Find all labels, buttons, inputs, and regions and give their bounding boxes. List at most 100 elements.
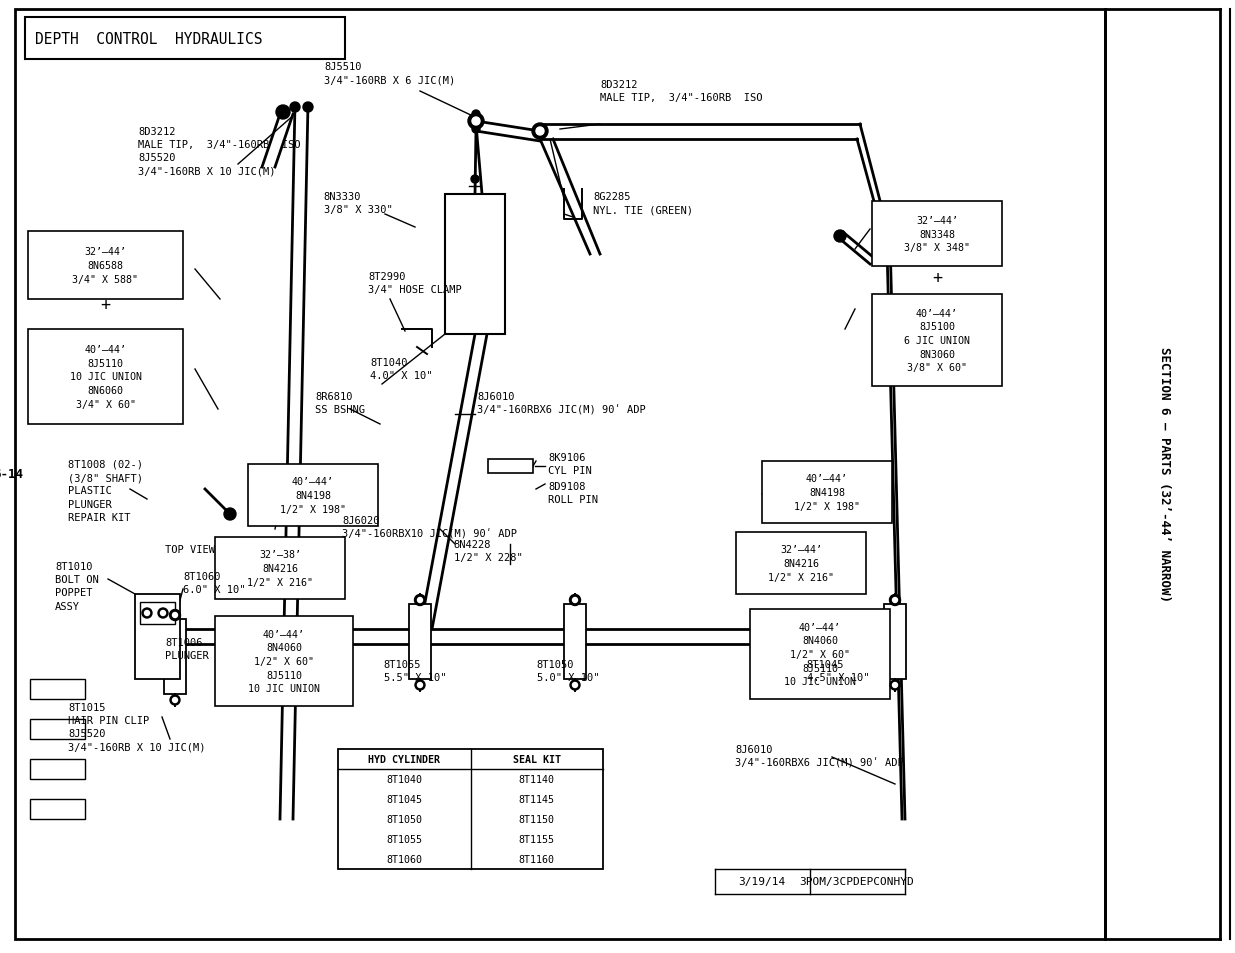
Bar — [409, 604, 431, 679]
Circle shape — [275, 106, 290, 120]
Bar — [488, 459, 534, 474]
Circle shape — [173, 613, 178, 618]
Text: 8T1015
HAIR PIN CLIP
8J5520
3/4"-160RB X 10 JIC(M): 8T1015 HAIR PIN CLIP 8J5520 3/4"-160RB X… — [68, 702, 205, 752]
Circle shape — [468, 113, 484, 130]
Circle shape — [417, 598, 422, 603]
Circle shape — [893, 598, 898, 603]
Circle shape — [173, 613, 178, 618]
Text: HYD CYLINDER: HYD CYLINDER — [368, 754, 440, 764]
Circle shape — [893, 682, 898, 688]
Text: +: + — [100, 295, 110, 314]
Text: 8J6020
3/4"-160RBX10 JIC(M) 90ʹ ADP: 8J6020 3/4"-160RBX10 JIC(M) 90ʹ ADP — [342, 516, 517, 539]
Circle shape — [144, 611, 149, 616]
Text: TOP VIEW: TOP VIEW — [165, 544, 215, 555]
Circle shape — [573, 682, 578, 688]
Bar — [872, 294, 1002, 387]
Circle shape — [471, 175, 479, 184]
Circle shape — [532, 124, 548, 140]
Text: 8T1045: 8T1045 — [387, 794, 422, 804]
Text: 8T1145: 8T1145 — [519, 794, 555, 804]
Circle shape — [573, 598, 578, 603]
Circle shape — [889, 595, 900, 606]
Text: DEPTH  CONTROL  HYDRAULICS: DEPTH CONTROL HYDRAULICS — [35, 31, 263, 47]
Circle shape — [415, 595, 426, 606]
Text: 8T1008 (02-)
(3/8" SHAFT)
PLASTIC
PLUNGER
REPAIR KIT: 8T1008 (02-) (3/8" SHAFT) PLASTIC PLUNGE… — [68, 459, 143, 522]
Bar — [248, 464, 378, 526]
Text: 3/19/14: 3/19/14 — [739, 876, 785, 886]
Circle shape — [142, 608, 152, 618]
Text: 8T1060: 8T1060 — [387, 854, 422, 864]
Circle shape — [415, 596, 425, 605]
Text: SEAL KIT: SEAL KIT — [513, 754, 561, 764]
Circle shape — [170, 610, 180, 620]
Circle shape — [834, 231, 846, 243]
Circle shape — [290, 103, 300, 112]
Circle shape — [472, 118, 480, 126]
Text: 8T1160: 8T1160 — [519, 854, 555, 864]
Circle shape — [158, 608, 168, 618]
Circle shape — [893, 598, 898, 603]
Circle shape — [890, 680, 900, 690]
Bar — [215, 537, 345, 599]
Bar — [445, 194, 505, 335]
Text: 8T1050: 8T1050 — [387, 814, 422, 824]
Circle shape — [224, 509, 236, 520]
Circle shape — [536, 128, 543, 136]
Text: 8J6010
3/4"-160RBX6 JIC(M) 90ʹ ADP: 8J6010 3/4"-160RBX6 JIC(M) 90ʹ ADP — [735, 744, 904, 768]
Text: 40’–44’
8J5100
6 JIC UNION
8N3060
3/8" X 60": 40’–44’ 8J5100 6 JIC UNION 8N3060 3/8" X… — [904, 309, 969, 373]
Bar — [30, 720, 85, 740]
Text: +: + — [932, 269, 942, 287]
Circle shape — [569, 595, 580, 606]
Bar — [338, 749, 603, 869]
Bar — [750, 609, 890, 700]
Text: 8T1040
4.0" X 10": 8T1040 4.0" X 10" — [370, 357, 432, 381]
Circle shape — [571, 596, 580, 605]
Text: 8D3212
MALE TIP,  3/4"-160RB  ISO: 8D3212 MALE TIP, 3/4"-160RB ISO — [600, 80, 762, 103]
Text: 40’–44’
8N4060
1/2" X 60"
8J5110
10 JIC UNION: 40’–44’ 8N4060 1/2" X 60" 8J5110 10 JIC … — [248, 629, 320, 694]
Bar — [564, 604, 585, 679]
Text: 6-14: 6-14 — [0, 468, 23, 481]
Text: 40’–44’
8N4198
1/2" X 198": 40’–44’ 8N4198 1/2" X 198" — [280, 476, 346, 514]
Text: 8R6810
SS BSHNG: 8R6810 SS BSHNG — [315, 392, 366, 415]
Bar — [30, 800, 85, 820]
Text: 8T1150: 8T1150 — [519, 814, 555, 824]
Text: 8D3212
MALE TIP,  3/4"-160RB  ISO
8J5520
3/4"-160RB X 10 JIC(M): 8D3212 MALE TIP, 3/4"-160RB ISO 8J5520 3… — [138, 127, 300, 176]
Bar — [15, 10, 1105, 939]
Bar — [30, 760, 85, 780]
Bar — [140, 602, 175, 624]
Circle shape — [890, 596, 900, 605]
Text: 8T2990
3/4" HOSE CLAMP: 8T2990 3/4" HOSE CLAMP — [368, 272, 462, 294]
Bar — [164, 619, 186, 695]
Bar — [28, 232, 183, 299]
Text: 32’–38’
8N4216
1/2" X 216": 32’–38’ 8N4216 1/2" X 216" — [247, 550, 312, 587]
Circle shape — [472, 126, 480, 133]
Text: 8N3330
3/8" X 330": 8N3330 3/8" X 330" — [324, 192, 393, 215]
Text: 8T1010
BOLT ON
POPPET
ASSY: 8T1010 BOLT ON POPPET ASSY — [56, 561, 99, 611]
Bar — [25, 18, 345, 60]
Bar — [28, 330, 183, 424]
Text: 40’–44’
8J5110
10 JIC UNION
8N6060
3/4" X 60": 40’–44’ 8J5110 10 JIC UNION 8N6060 3/4" … — [69, 345, 142, 409]
Text: 8G2285
NYL. TIE (GREEN): 8G2285 NYL. TIE (GREEN) — [593, 192, 693, 215]
Text: 8T1155: 8T1155 — [519, 834, 555, 844]
Text: SECTION 6 – PARTS (32’-44’ NARROW): SECTION 6 – PARTS (32’-44’ NARROW) — [1158, 347, 1172, 602]
Text: 8T1050
5.0" X 10": 8T1050 5.0" X 10" — [537, 659, 599, 682]
Circle shape — [303, 103, 312, 112]
Bar — [30, 679, 85, 700]
Circle shape — [417, 682, 422, 688]
Text: 8T1006
PLUNGER: 8T1006 PLUNGER — [165, 638, 209, 660]
Text: 3POM/3CPDEPCONHYD: 3POM/3CPDEPCONHYD — [799, 876, 914, 886]
Circle shape — [161, 611, 165, 616]
Text: 8T1045
4.5" X 10": 8T1045 4.5" X 10" — [806, 659, 869, 682]
Text: 8D9108
ROLL PIN: 8D9108 ROLL PIN — [548, 481, 598, 505]
Circle shape — [173, 698, 178, 702]
Text: 32’–44’
8N4216
1/2" X 216": 32’–44’ 8N4216 1/2" X 216" — [768, 545, 834, 582]
Circle shape — [415, 680, 425, 690]
Circle shape — [417, 598, 422, 603]
Bar — [135, 595, 180, 679]
Text: 8T1055
5.5" X 10": 8T1055 5.5" X 10" — [384, 659, 446, 682]
Text: 40’–44’
8N4198
1/2" X 198": 40’–44’ 8N4198 1/2" X 198" — [794, 474, 860, 511]
Bar — [736, 533, 866, 595]
Text: 8J5510
3/4"-160RB X 6 JIC(M): 8J5510 3/4"-160RB X 6 JIC(M) — [325, 62, 456, 85]
Text: 8J6010
3/4"-160RBX6 JIC(M) 90ʹ ADP: 8J6010 3/4"-160RBX6 JIC(M) 90ʹ ADP — [477, 392, 646, 416]
Text: 40’–44’
8N4060
1/2" X 60"
8J5110
10 JIC UNION: 40’–44’ 8N4060 1/2" X 60" 8J5110 10 JIC … — [784, 622, 856, 686]
